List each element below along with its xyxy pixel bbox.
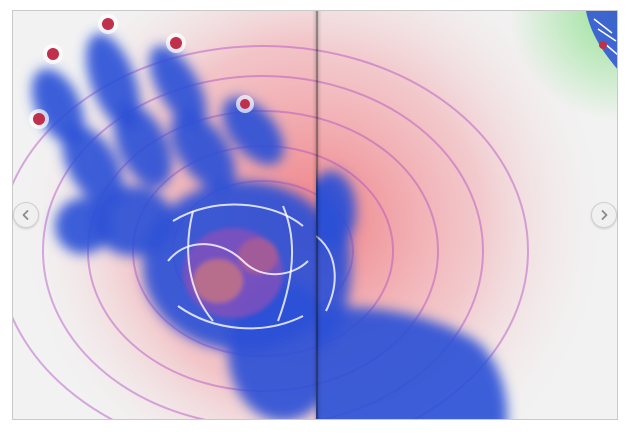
left-page xyxy=(13,11,316,419)
right-page xyxy=(316,11,617,419)
hand-artwork-right xyxy=(316,11,617,419)
chevron-right-icon xyxy=(598,209,610,221)
page-spread xyxy=(12,10,618,420)
chevron-left-icon xyxy=(20,209,32,221)
next-page-button[interactable] xyxy=(591,202,617,228)
hand-artwork-left xyxy=(13,11,316,419)
corner-artwork xyxy=(586,11,617,69)
previous-page-button[interactable] xyxy=(13,202,39,228)
